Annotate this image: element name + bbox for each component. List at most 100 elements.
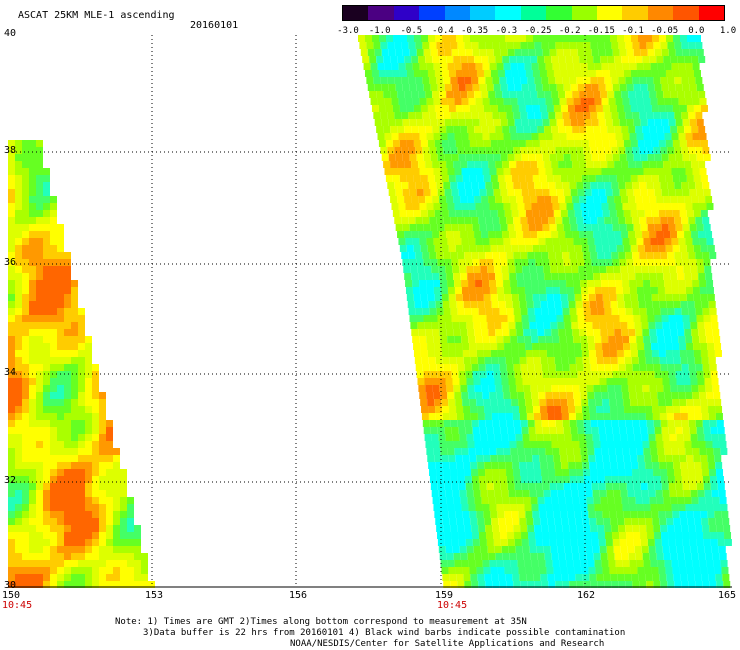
wind-cell xyxy=(430,427,438,434)
wind-cell xyxy=(661,189,669,196)
wind-cell xyxy=(443,77,451,84)
wind-cell xyxy=(707,455,715,462)
wind-cell xyxy=(686,350,694,357)
wind-cell xyxy=(658,245,666,252)
wind-cell xyxy=(506,147,514,154)
wind-cell xyxy=(560,399,568,406)
wind-cell xyxy=(700,175,708,182)
wind-cell xyxy=(557,322,565,329)
wind-cell xyxy=(680,301,688,308)
wind-cell xyxy=(579,231,587,238)
wind-cell xyxy=(29,462,36,469)
wind-cell xyxy=(517,560,525,567)
wind-cell xyxy=(469,245,477,252)
wind-cell xyxy=(576,308,584,315)
wind-cell xyxy=(477,413,485,420)
wind-cell xyxy=(588,140,596,147)
wind-cell xyxy=(501,378,509,385)
wind-cell xyxy=(397,126,405,133)
wind-cell xyxy=(538,63,546,70)
wind-cell xyxy=(678,336,686,343)
wind-cell xyxy=(670,385,678,392)
wind-cell xyxy=(620,378,628,385)
wind-cell xyxy=(706,448,714,455)
wind-cell xyxy=(646,308,654,315)
wind-cell xyxy=(563,532,571,539)
wind-cell xyxy=(22,343,29,350)
wind-cell xyxy=(695,581,703,588)
wind-cell xyxy=(15,539,22,546)
wind-cell xyxy=(419,238,427,245)
wind-cell xyxy=(509,553,517,560)
wind-cell xyxy=(531,287,539,294)
wind-cell xyxy=(576,217,584,224)
wind-cell xyxy=(64,259,71,266)
wind-cell xyxy=(29,434,36,441)
wind-cell xyxy=(581,399,589,406)
wind-cell xyxy=(476,245,484,252)
wind-cell xyxy=(22,329,29,336)
wind-cell xyxy=(672,399,680,406)
wind-cell xyxy=(697,266,705,273)
wind-cell xyxy=(8,357,15,364)
wind-cell xyxy=(519,413,527,420)
wind-cell xyxy=(414,35,421,42)
wind-cell xyxy=(454,168,462,175)
wind-cell xyxy=(603,462,611,469)
wind-cell xyxy=(691,329,699,336)
wind-cell xyxy=(528,154,536,161)
wind-cell xyxy=(620,322,628,329)
wind-cell xyxy=(50,462,57,469)
wind-cell xyxy=(78,553,85,560)
wind-cell xyxy=(617,301,625,308)
wind-cell xyxy=(510,63,518,70)
wind-cell xyxy=(422,420,430,427)
wind-cell xyxy=(99,532,106,539)
wind-cell xyxy=(404,126,412,133)
wind-cell xyxy=(686,567,694,574)
wind-cell xyxy=(574,455,582,462)
wind-cell xyxy=(661,371,669,378)
wind-cell xyxy=(691,126,699,133)
wind-cell xyxy=(580,98,588,105)
wind-cell xyxy=(653,112,661,119)
wind-cell xyxy=(645,301,653,308)
wind-cell xyxy=(440,63,448,70)
wind-cell xyxy=(690,434,698,441)
wind-cell xyxy=(653,252,661,259)
wind-cell xyxy=(85,427,92,434)
wind-cell xyxy=(383,126,391,133)
wind-cell xyxy=(455,70,463,77)
wind-cell xyxy=(380,147,388,154)
wind-cell xyxy=(432,126,440,133)
wind-cell xyxy=(57,476,64,483)
wind-cell xyxy=(486,371,494,378)
wind-cell xyxy=(452,378,460,385)
wind-cell xyxy=(490,245,498,252)
wind-cell xyxy=(672,70,680,77)
wind-cell xyxy=(29,210,36,217)
wind-cell xyxy=(588,245,596,252)
map-title: ASCAT 25KM MLE-1 ascending xyxy=(18,10,175,21)
wind-cell xyxy=(134,539,141,546)
wind-cell xyxy=(578,434,586,441)
wind-cell xyxy=(440,238,448,245)
wind-cell xyxy=(506,42,514,49)
wind-cell xyxy=(456,574,464,581)
wind-cell xyxy=(485,525,493,532)
wind-cell xyxy=(682,427,690,434)
wind-cell xyxy=(483,210,491,217)
wind-cell xyxy=(532,140,540,147)
wind-cell xyxy=(681,182,689,189)
wind-cell xyxy=(465,119,473,126)
wind-cell xyxy=(699,560,707,567)
wind-cell xyxy=(577,427,585,434)
wind-cell xyxy=(36,371,43,378)
wind-cell xyxy=(442,413,450,420)
wind-cell xyxy=(535,483,543,490)
wind-cell xyxy=(481,385,489,392)
wind-cell xyxy=(671,203,679,210)
wind-cell xyxy=(480,378,488,385)
wind-cell xyxy=(583,112,591,119)
wind-cell xyxy=(538,504,546,511)
